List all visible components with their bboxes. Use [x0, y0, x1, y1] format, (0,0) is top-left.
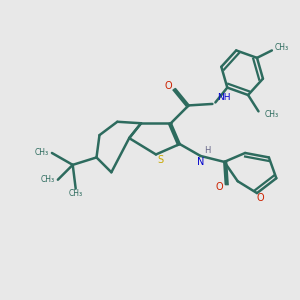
Text: H: H	[204, 146, 210, 155]
Text: CH₃: CH₃	[264, 110, 279, 119]
Text: CH₃: CH₃	[40, 175, 54, 184]
Text: O: O	[215, 182, 223, 192]
Text: CH₃: CH₃	[275, 43, 289, 52]
Text: O: O	[256, 194, 264, 203]
Text: CH₃: CH₃	[34, 148, 48, 158]
Text: O: O	[165, 81, 172, 91]
Text: N: N	[197, 158, 204, 167]
Text: NH: NH	[217, 93, 230, 102]
Text: S: S	[157, 155, 164, 165]
Text: CH₃: CH₃	[69, 190, 83, 199]
